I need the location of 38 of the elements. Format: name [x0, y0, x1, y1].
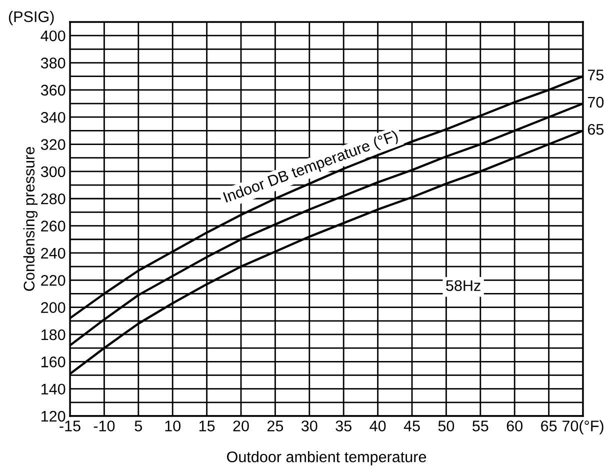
x-tick-label: 55: [472, 420, 488, 432]
x-tick-label: 65: [541, 420, 557, 432]
x-tick-label: 45: [404, 420, 420, 432]
y-tick-label: 260: [41, 220, 66, 232]
y-tick-label: 160: [42, 356, 66, 368]
y-tick-label: 340: [40, 112, 66, 123]
x-tick-label: 10: [165, 420, 180, 432]
y-tick-label: 320: [40, 139, 66, 150]
x-axis-title: Outdoor ambient temperature: [227, 451, 426, 466]
y-tick-label: 280: [41, 193, 66, 204]
y-tick-label: 240: [41, 248, 66, 259]
x-tick-label: 40: [370, 420, 386, 432]
x-tick-label: 5: [134, 420, 142, 432]
x-tick-label: -15: [60, 420, 80, 432]
y-tick-label: 220: [41, 275, 66, 286]
y-axis-title: Condensing pressure: [23, 147, 38, 291]
x-tick-label: 35: [336, 420, 352, 432]
x-tick-label: 30: [301, 420, 318, 432]
y-tick-label: 140: [42, 384, 66, 395]
y-tick-label: 180: [42, 329, 66, 340]
x-tick-label: 50: [438, 420, 454, 432]
x-tick-label: 20: [233, 420, 249, 432]
x-tick-label: 15: [199, 420, 215, 432]
y-tick-label: 360: [40, 84, 66, 96]
series-label: 70: [588, 96, 604, 108]
x-tick-label: 70(°F): [562, 420, 604, 434]
x-tick-label: 25: [267, 420, 284, 432]
y-tick-label: 300: [40, 166, 66, 178]
annotation: 58Hz: [446, 280, 480, 292]
y-tick-label: 200: [41, 302, 66, 313]
x-tick-label: 60: [506, 420, 522, 432]
series-label: 65: [588, 124, 604, 135]
y-tick-label: 400: [40, 30, 66, 42]
x-tick-label: -10: [94, 420, 115, 432]
y-tick-label: 380: [40, 58, 66, 68]
series-label: 75: [588, 70, 604, 80]
y-tick-label: 120: [42, 410, 66, 422]
text: (PSIG): [8, 10, 54, 26]
